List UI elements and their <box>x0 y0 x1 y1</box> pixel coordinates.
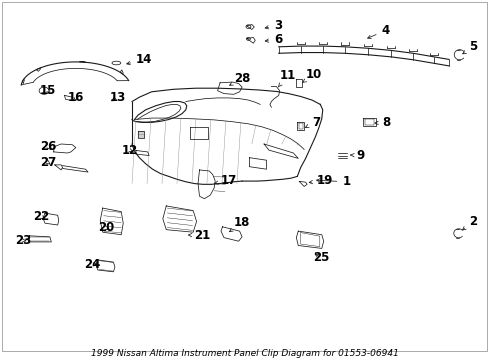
Text: 10: 10 <box>302 68 321 82</box>
Text: 1: 1 <box>316 175 350 188</box>
Text: 15: 15 <box>40 84 56 97</box>
Text: 25: 25 <box>312 251 328 264</box>
Text: 1999 Nissan Altima Instrument Panel Clip Diagram for 01553-06941: 1999 Nissan Altima Instrument Panel Clip… <box>90 349 398 358</box>
Text: 26: 26 <box>40 140 56 153</box>
Text: 6: 6 <box>264 33 282 46</box>
Text: 19: 19 <box>308 174 332 187</box>
Text: 9: 9 <box>350 149 364 162</box>
Text: 27: 27 <box>40 156 56 169</box>
Text: 13: 13 <box>110 91 126 104</box>
Text: 8: 8 <box>374 116 390 129</box>
Text: 22: 22 <box>33 210 49 223</box>
Text: 11: 11 <box>278 69 295 87</box>
Text: 3: 3 <box>264 19 282 32</box>
Text: 23: 23 <box>15 234 31 247</box>
Text: 2: 2 <box>462 215 477 230</box>
Text: 24: 24 <box>84 258 100 271</box>
Text: 20: 20 <box>98 221 114 234</box>
Text: 7: 7 <box>305 116 320 129</box>
Text: 28: 28 <box>229 72 249 85</box>
Text: 17: 17 <box>214 174 237 186</box>
Text: 18: 18 <box>229 216 249 232</box>
Text: 21: 21 <box>188 229 210 242</box>
Text: 14: 14 <box>126 53 152 66</box>
Text: 4: 4 <box>367 24 389 39</box>
Text: 12: 12 <box>121 144 137 157</box>
Text: 16: 16 <box>67 91 83 104</box>
Text: 5: 5 <box>462 40 477 54</box>
